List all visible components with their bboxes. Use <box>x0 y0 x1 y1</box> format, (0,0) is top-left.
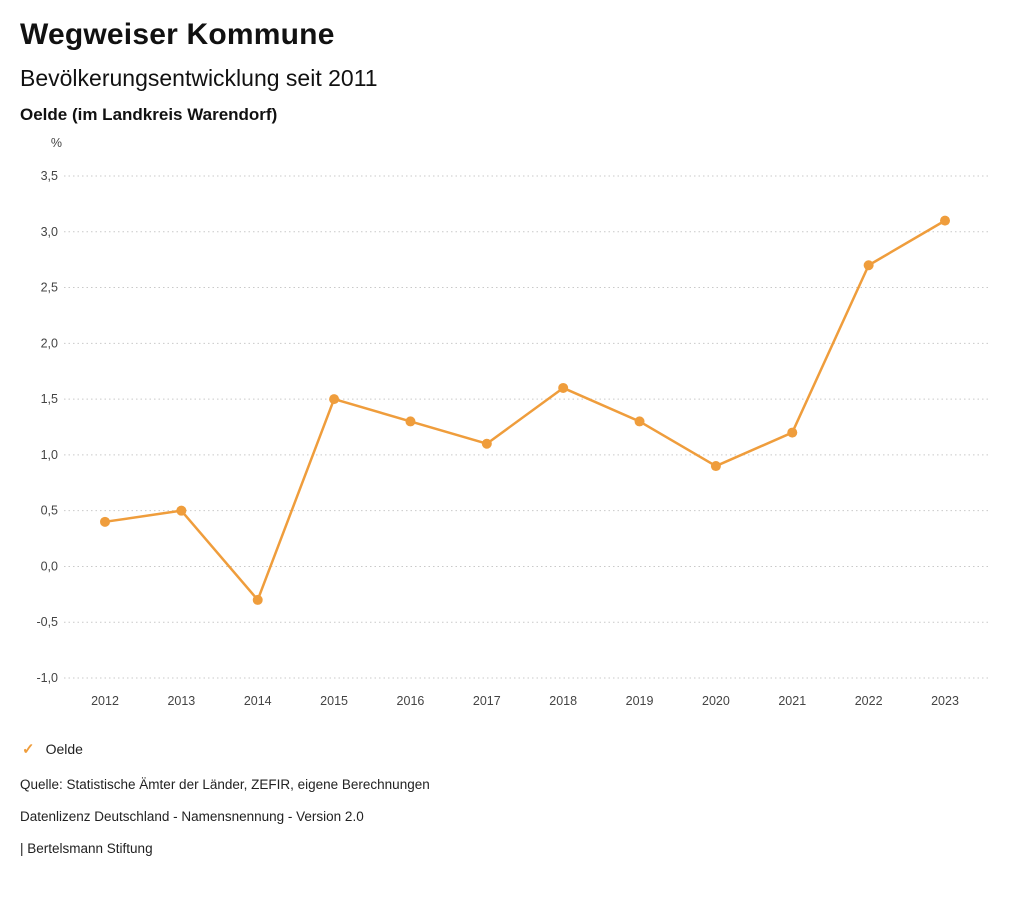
data-point-2019[interactable] <box>634 416 645 427</box>
data-point-2012[interactable] <box>100 516 110 527</box>
chart-area: % 3,5 3,0 2,5 2,0 1,5 1,0 0,5 0,0 -0,5 -1,0 2012 201… <box>0 131 1024 721</box>
attribution-note: | Bertelsmann Stiftung <box>20 841 153 856</box>
page-title: Wegweiser Kommune <box>20 18 335 51</box>
y-tick-label: 0,5 <box>41 504 58 518</box>
y-tick-label: 1,5 <box>41 392 58 406</box>
y-tick-label: -1,0 <box>36 671 58 685</box>
x-tick-label: 2018 <box>549 694 577 708</box>
x-tick-label: 2021 <box>778 694 806 708</box>
source-note: Quelle: Statistische Ämter der Länder, Z… <box>20 777 430 792</box>
x-tick-label: 2022 <box>855 694 883 708</box>
y-tick-label: 3,0 <box>41 225 58 239</box>
x-tick-label: 2017 <box>473 694 501 708</box>
data-point-2013[interactable] <box>176 505 187 516</box>
region-label: Oelde (im Landkreis Warendorf) <box>20 105 278 124</box>
y-tick-label: -0,5 <box>36 615 58 629</box>
page-header: Wegweiser Kommune Bevölkerungsentwicklun… <box>0 18 1024 125</box>
x-tick-label: 2019 <box>626 694 654 708</box>
data-point-2017[interactable] <box>481 438 492 449</box>
y-axis-unit-label: % <box>51 136 62 150</box>
check-icon: ✓ <box>22 740 35 758</box>
y-tick-label: 0,0 <box>41 559 58 573</box>
y-tick-label: 1,0 <box>41 448 58 462</box>
license-note: Datenlizenz Deutschland - Namensnennung … <box>20 809 364 824</box>
series-line-oelde <box>103 219 947 602</box>
legend-label: Oelde <box>45 741 83 757</box>
data-point-2016[interactable] <box>405 416 416 427</box>
data-point-2015[interactable] <box>329 394 340 405</box>
x-tick-label: 2016 <box>397 694 425 708</box>
data-point-2020[interactable] <box>710 461 721 472</box>
legend: ✓ Oelde <box>22 741 1024 757</box>
y-tick-label: 2,0 <box>41 336 58 350</box>
legend-item-oelde[interactable]: ✓ Oelde <box>22 741 83 757</box>
y-tick-label: 3,5 <box>41 169 58 183</box>
report-page: Wegweiser Kommune Bevölkerungsentwicklun… <box>0 18 1024 906</box>
data-point-2018[interactable] <box>558 382 569 393</box>
x-tick-label: 2013 <box>167 694 195 708</box>
x-tick-label: 2012 <box>91 694 119 708</box>
page-footer: Quelle: Statistische Ämter der Länder, Z… <box>20 777 1024 856</box>
data-point-2022[interactable] <box>863 260 874 271</box>
x-tick-label: 2023 <box>931 694 959 708</box>
data-point-2023[interactable] <box>940 215 950 226</box>
chart-title: Bevölkerungsentwicklung seit 2011 <box>20 65 378 91</box>
y-tick-label: 2,5 <box>41 281 58 295</box>
x-tick-label: 2014 <box>244 694 272 708</box>
data-point-2021[interactable] <box>787 427 798 438</box>
population-line-chart: % 3,5 3,0 2,5 2,0 1,5 1,0 0,5 0,0 -0,5 -1,0 2012 201… <box>36 136 988 708</box>
data-point-2014[interactable] <box>252 594 263 605</box>
x-tick-label: 2020 <box>702 694 730 708</box>
x-tick-label: 2015 <box>320 694 348 708</box>
